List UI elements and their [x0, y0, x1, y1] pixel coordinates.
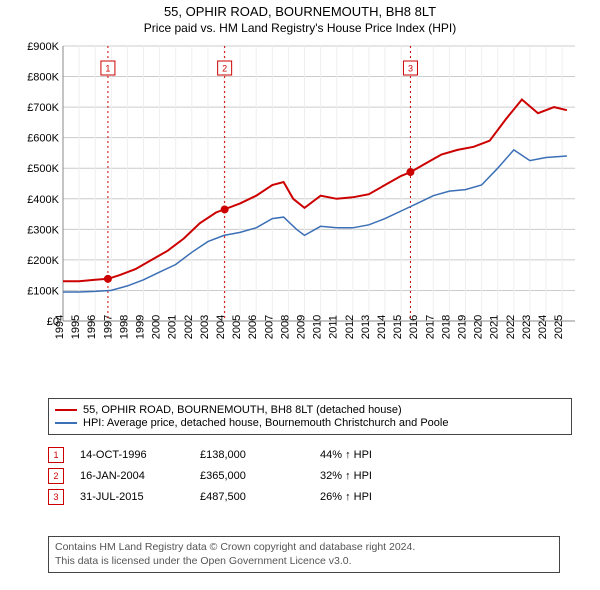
- svg-text:2000: 2000: [151, 315, 163, 339]
- svg-text:1998: 1998: [118, 315, 130, 339]
- footer: Contains HM Land Registry data © Crown c…: [48, 536, 560, 573]
- svg-text:2016: 2016: [408, 315, 420, 339]
- svg-text:2011: 2011: [328, 315, 340, 339]
- svg-text:2006: 2006: [247, 315, 259, 339]
- sales-marker: 3: [48, 489, 64, 505]
- footer-line2: This data is licensed under the Open Gov…: [55, 555, 553, 569]
- sales-row: 1 14-OCT-1996£138,00044% ↑ HPI: [48, 447, 558, 463]
- svg-text:1997: 1997: [102, 315, 114, 339]
- sales-row: 2 16-JAN-2004£365,00032% ↑ HPI: [48, 468, 558, 484]
- sales-marker: 1: [48, 447, 64, 463]
- legend-item: 55, OPHIR ROAD, BOURNEMOUTH, BH8 8LT (de…: [55, 404, 565, 416]
- page: 55, OPHIR ROAD, BOURNEMOUTH, BH8 8LT Pri…: [0, 0, 600, 590]
- svg-text:2014: 2014: [376, 315, 388, 339]
- svg-text:2021: 2021: [489, 315, 501, 339]
- svg-text:2015: 2015: [392, 315, 404, 339]
- sales-price: £138,000: [200, 449, 320, 461]
- svg-text:2005: 2005: [231, 315, 243, 339]
- svg-text:1995: 1995: [70, 315, 82, 339]
- legend-item: HPI: Average price, detached house, Bour…: [55, 417, 565, 429]
- svg-text:2001: 2001: [167, 315, 179, 339]
- svg-text:2012: 2012: [344, 315, 356, 339]
- sales-price: £365,000: [200, 470, 320, 482]
- sales-date: 31-JUL-2015: [80, 491, 200, 503]
- svg-text:£800K: £800K: [27, 72, 59, 84]
- svg-text:2: 2: [222, 64, 227, 74]
- sales-hpi: 26% ↑ HPI: [320, 491, 440, 503]
- svg-text:1994: 1994: [54, 315, 66, 339]
- sales-date: 14-OCT-1996: [80, 449, 200, 461]
- chart-svg: £0£100K£200K£300K£400K£500K£600K£700K£80…: [15, 41, 585, 381]
- sales-row: 3 31-JUL-2015£487,50026% ↑ HPI: [48, 489, 558, 505]
- svg-text:1996: 1996: [86, 315, 98, 339]
- svg-text:£700K: £700K: [27, 102, 59, 114]
- svg-text:2007: 2007: [263, 315, 275, 339]
- svg-text:2025: 2025: [553, 315, 565, 339]
- footer-line1: Contains HM Land Registry data © Crown c…: [55, 541, 553, 555]
- title-line1: 55, OPHIR ROAD, BOURNEMOUTH, BH8 8LT: [0, 4, 600, 19]
- svg-text:2010: 2010: [312, 315, 324, 339]
- svg-text:2017: 2017: [424, 315, 436, 339]
- svg-text:£400K: £400K: [27, 194, 59, 206]
- svg-text:2002: 2002: [183, 315, 195, 339]
- svg-text:£300K: £300K: [27, 224, 59, 236]
- svg-text:2023: 2023: [521, 315, 533, 339]
- svg-text:1999: 1999: [135, 315, 147, 339]
- svg-text:£200K: £200K: [27, 255, 59, 267]
- legend-swatch: [55, 409, 77, 411]
- svg-text:£100K: £100K: [27, 285, 59, 297]
- svg-text:£900K: £900K: [27, 41, 59, 53]
- sales-date: 16-JAN-2004: [80, 470, 200, 482]
- legend-label: 55, OPHIR ROAD, BOURNEMOUTH, BH8 8LT (de…: [83, 404, 402, 416]
- sales-price: £487,500: [200, 491, 320, 503]
- sales-hpi: 44% ↑ HPI: [320, 449, 440, 461]
- svg-text:2008: 2008: [279, 315, 291, 339]
- titles: 55, OPHIR ROAD, BOURNEMOUTH, BH8 8LT Pri…: [0, 0, 600, 35]
- sales-hpi: 32% ↑ HPI: [320, 470, 440, 482]
- legend-swatch: [55, 422, 77, 424]
- svg-text:£600K: £600K: [27, 133, 59, 145]
- legend-label: HPI: Average price, detached house, Bour…: [83, 417, 448, 429]
- legend: 55, OPHIR ROAD, BOURNEMOUTH, BH8 8LT (de…: [48, 398, 572, 435]
- svg-text:2022: 2022: [505, 315, 517, 339]
- svg-text:2020: 2020: [473, 315, 485, 339]
- title-line2: Price paid vs. HM Land Registry's House …: [0, 21, 600, 35]
- svg-text:2013: 2013: [360, 315, 372, 339]
- chart: £0£100K£200K£300K£400K£500K£600K£700K£80…: [15, 41, 585, 381]
- svg-text:1: 1: [105, 64, 110, 74]
- svg-text:2019: 2019: [457, 315, 469, 339]
- svg-text:£500K: £500K: [27, 163, 59, 175]
- sales-table: 1 14-OCT-1996£138,00044% ↑ HPI 2 16-JAN-200…: [48, 442, 558, 510]
- sales-marker: 2: [48, 468, 64, 484]
- svg-text:2004: 2004: [215, 315, 227, 339]
- svg-text:2003: 2003: [199, 315, 211, 339]
- svg-text:2024: 2024: [537, 315, 549, 339]
- svg-text:3: 3: [408, 64, 413, 74]
- svg-text:2009: 2009: [296, 315, 308, 339]
- svg-text:2018: 2018: [440, 315, 452, 339]
